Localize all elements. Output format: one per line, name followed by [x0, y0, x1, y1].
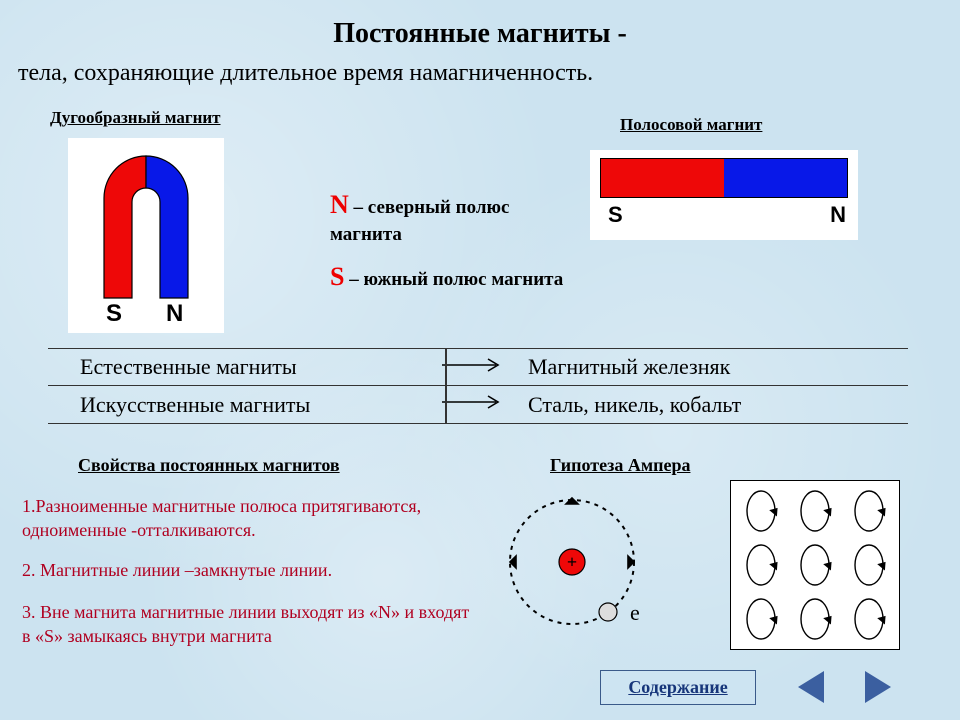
natural-magnets-label: Естественные магниты: [48, 354, 428, 380]
properties-header: Свойства постоянных магнитов: [78, 455, 340, 476]
contents-button[interactable]: Содержание: [600, 670, 756, 705]
bar-n-half: [724, 159, 847, 197]
nav-prev-button[interactable]: [790, 665, 834, 709]
natural-magnets-value: Магнитный железняк: [518, 354, 908, 380]
ampere-grid-diagram: [730, 480, 900, 650]
property-2: 2. Магнитные линии –замкнутые линии.: [22, 560, 452, 581]
s-letter: S: [330, 262, 344, 291]
arrow-icon: [428, 355, 518, 380]
artificial-magnets-label: Искусственные магниты: [48, 392, 428, 418]
horseshoe-s-label: S: [106, 300, 122, 328]
bar-magnet-body: [600, 158, 848, 198]
artificial-magnets-value: Сталь, никель, кобальт: [518, 392, 908, 418]
table-row: Искусственные магниты Сталь, никель, коб…: [48, 386, 908, 424]
page-title: Постоянные магниты -: [0, 0, 960, 50]
types-table: Естественные магниты Магнитный железняк …: [48, 348, 908, 424]
bar-magnet-label: Полосовой магнит: [620, 115, 762, 135]
n-letter: N: [330, 190, 349, 219]
bar-s-half: [601, 159, 724, 197]
n-text: – северный полюс магнита: [330, 197, 509, 245]
bar-n-label: N: [830, 202, 846, 228]
arrow-icon: [428, 392, 518, 417]
property-1: 1.Разноименные магнитные полюса притягив…: [22, 494, 452, 543]
atom-diagram: + e: [480, 482, 678, 652]
horseshoe-label: Дугообразный магнит: [50, 108, 221, 128]
svg-text:+: +: [567, 552, 577, 572]
property-3: 3. Вне магнита магнитные линии выходят и…: [22, 600, 472, 649]
south-pole-definition: S – южный полюс магнита: [330, 262, 570, 292]
table-row: Естественные магниты Магнитный железняк: [48, 348, 908, 386]
horseshoe-diagram: S N: [68, 138, 224, 333]
horseshoe-n-label: N: [166, 300, 183, 328]
ampere-header: Гипотеза Ампера: [550, 455, 690, 476]
north-pole-definition: N – северный полюс магнита: [330, 190, 570, 246]
page-definition: тела, сохраняющие длительное время намаг…: [0, 50, 960, 93]
bar-s-label: S: [608, 202, 623, 228]
bar-magnet-diagram: S N: [590, 150, 858, 240]
horseshoe-svg: [68, 138, 224, 333]
nav-next-button[interactable]: [855, 665, 899, 709]
s-text: – южный полюс магнита: [344, 269, 563, 290]
electron-label: e: [630, 600, 640, 626]
table-col-divider: [445, 348, 447, 424]
